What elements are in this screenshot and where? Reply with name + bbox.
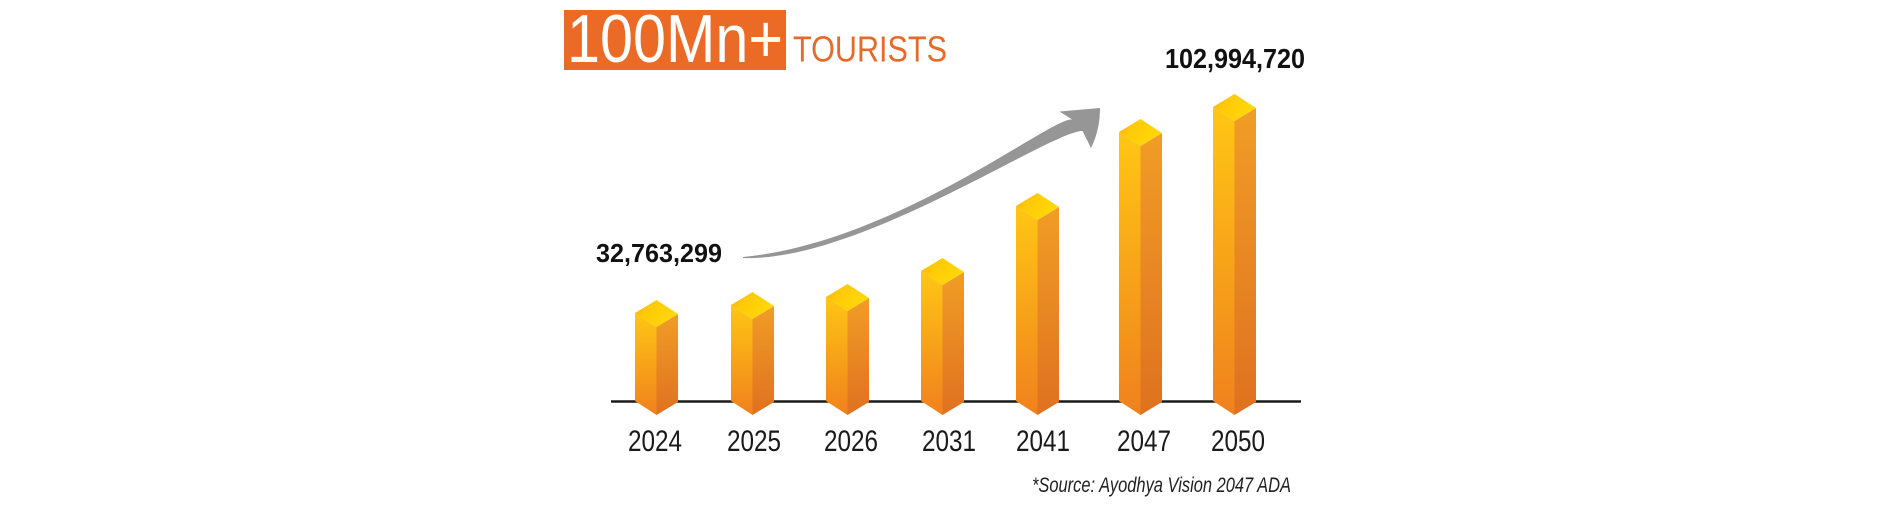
- svg-text:2047: 2047: [1117, 425, 1171, 458]
- svg-text:2041: 2041: [1016, 425, 1070, 458]
- svg-text:102,994,720: 102,994,720: [1165, 43, 1305, 74]
- svg-text:100Mn+: 100Mn+: [567, 1, 783, 77]
- svg-text:2050: 2050: [1211, 425, 1265, 458]
- svg-text:32,763,299: 32,763,299: [596, 238, 722, 268]
- svg-text:2024: 2024: [628, 425, 682, 458]
- svg-text:TOURISTS: TOURISTS: [793, 29, 947, 70]
- svg-text:*Source: Ayodhya Vision 2047 A: *Source: Ayodhya Vision 2047 ADA: [1032, 474, 1291, 497]
- svg-text:2031: 2031: [922, 425, 976, 458]
- svg-text:2025: 2025: [727, 425, 781, 458]
- svg-text:2026: 2026: [824, 425, 878, 458]
